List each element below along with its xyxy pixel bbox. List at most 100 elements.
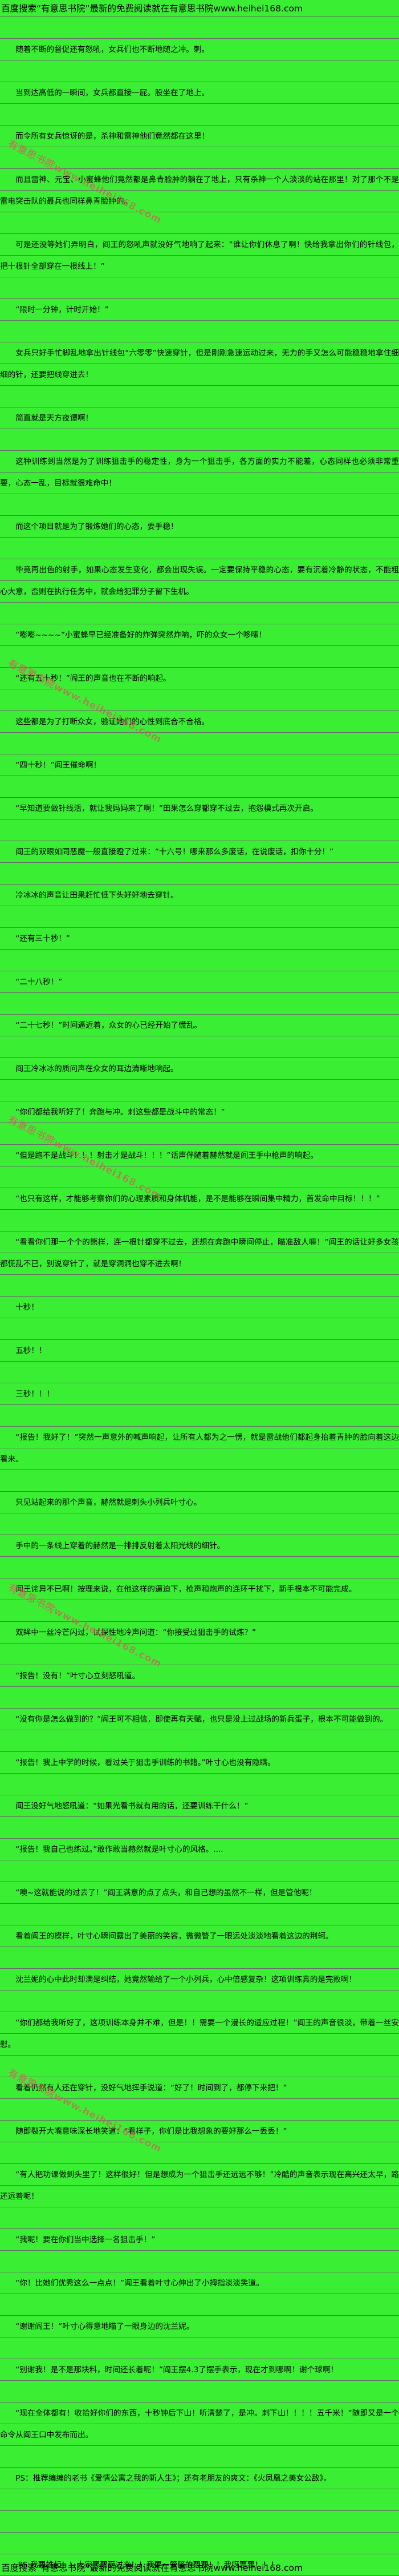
spacer-line xyxy=(0,2294,399,2316)
paragraph: 女兵只好手忙脚乱地拿出针线包“六零零”快速穿针，但是刚刚急速运动过来，无力的手又… xyxy=(0,342,399,386)
spacer-line xyxy=(0,2142,399,2164)
paragraph: 而且雷神、元宝、小蜜蜂他们竟然都是鼻青脸肿的躺在了地上，只有杀神一个人淡淡的站在… xyxy=(0,169,399,212)
paragraph: 阎王诧异不已啊！按理来说，在他这样的逼迫下，枪声和炮声的连环干扰下，新手根本不可… xyxy=(0,1578,399,1600)
spacer-line xyxy=(0,776,399,798)
spacer-line xyxy=(0,1275,399,1297)
paragraph: “我呢！要在你们当中选择一名狙击手！” xyxy=(0,2229,399,2251)
paragraph: 看着仍然有人还在穿针，没好气地挥手说道：“好了！时间到了，都停下来把！” xyxy=(0,2077,399,2099)
paragraph: “也只有这样，才能够考察你们的心理素质和身体机能，是不是能够在瞬间集中精力，首发… xyxy=(0,1188,399,1210)
paragraph: 手中的一条线上穿着的赫然是一排排反射着太阳光线的细针。 xyxy=(0,1535,399,1557)
spacer-line xyxy=(0,429,399,451)
trailing-rules xyxy=(0,2489,399,2554)
spacer-line xyxy=(0,147,399,169)
paragraph: “别谢我！是不是那块料，时间还长着呢！”阎王摆4.3了摆手表示，现在才到哪啊！谢… xyxy=(0,2359,399,2381)
paragraph: “二十八秒！” xyxy=(0,971,399,993)
paragraph: “限时一分钟，计时开始！” xyxy=(0,299,399,321)
paragraph: 只见站起来的那个声音，赫然就是刺头小列兵叶寸心。 xyxy=(0,1492,399,1513)
spacer-line xyxy=(0,386,399,407)
spacer-line xyxy=(0,1644,399,1665)
paragraph: “四十秒！”阎王催命啊！ xyxy=(0,754,399,776)
paragraph: “你们都给我听好了，这项训练本身并不难，但是！！需要一个漫长的适应过程！”阎王的… xyxy=(0,2012,399,2056)
spacer-line xyxy=(0,17,399,39)
paragraph: “你们都给我听好了！奔跑与冲。刺这些都是战斗中的常态！” xyxy=(0,1101,399,1123)
site-banner-bottom: 百度搜索“有意思书院”最新的免费阅读就在有意思书院www.heihei168.c… xyxy=(1,2563,303,2573)
paragraph: “报告！我自己也练过。”敢作敢当赫然就是叶寸心的风格。.... xyxy=(0,1839,399,1860)
paragraph: “但是跑不是战斗！！！射击才是战斗！！！”话声伴随着赫然就是阎王手中枪声的响起。 xyxy=(0,1145,399,1166)
paragraph: 简直就是天方夜谭啊！ xyxy=(0,407,399,429)
spacer-line xyxy=(0,1947,399,1969)
paragraph: “嘭嘭~~~~”小蜜蜂早已经准备好的炸弹突然炸响，吓的众女一个哆嗦！ xyxy=(0,624,399,646)
spacer-line xyxy=(0,1036,399,1058)
spacer-line xyxy=(0,863,399,885)
paragraph: 当到达高低的一瞬间，女兵都直接一屁。股坐在了地上。 xyxy=(0,82,399,104)
spacer-line xyxy=(0,2056,399,2077)
paragraph: 阎王没好气地怒吼道：“如果光看书就有用的话，还要训练干什么！” xyxy=(0,1795,399,1817)
site-banner-top: 百度搜索“有意思书院”最新的免费阅读就在有意思书院www.heihei168.c… xyxy=(1,3,303,14)
paragraph: 毕竟再出色的射手，如果心态发生变化，都会出现失误。一定要保持平稳的心态，要有沉着… xyxy=(0,559,399,603)
spacer-line xyxy=(0,1990,399,2012)
paragraph: “你！比她们优秀这么一点点！”阎王看着叶寸心伸出了小拇指淡淡笑道。 xyxy=(0,2272,399,2294)
spacer-line xyxy=(0,1860,399,1882)
spacer-line xyxy=(0,733,399,754)
paragraph: 随即裂开大嘴意味深长地笑道：“看样子，你们是比我想象的要好那么一丢丢！” xyxy=(0,2121,399,2142)
paragraph: 五秒！！ xyxy=(0,1340,399,1362)
spacer-line xyxy=(0,2337,399,2359)
paragraph: 这些都是为了打断众女，验证她们的心性到底合不合格。 xyxy=(0,711,399,733)
chapter-content: 随着不断的督促还有怒吼，女兵们也不断地随之冲。刺。 当到达高低的一瞬间，女兵都直… xyxy=(0,17,399,2576)
paragraph: “没有你是怎么做到的？”阎王可不相信，即使再有天赋，也只是没上过战场的新兵蛋子，… xyxy=(0,1709,399,1730)
spacer-line xyxy=(0,494,399,516)
spacer-line xyxy=(0,1904,399,1925)
paragraph: “报告！我上中学的时候，看过关于狙击手训练的书籍。”叶寸心也没有隐瞒。 xyxy=(0,1752,399,1774)
paragraph: 可是还没等她们弄明白，阎王的怒吼声就没好气地响了起来：“谁让你们休息了啊！快给我… xyxy=(0,234,399,277)
spacer-line xyxy=(0,1362,399,1383)
spacer-line xyxy=(0,689,399,711)
spacer-line xyxy=(0,950,399,971)
spacer-line xyxy=(0,1687,399,1709)
spacer-line xyxy=(0,1600,399,1622)
paragraph: 十秒！ xyxy=(0,1297,399,1318)
spacer-line xyxy=(0,1405,399,1427)
spacer-line xyxy=(0,1513,399,1535)
paragraph: “噢~这就能说的过去了！”阎王满意的点了点头，和自己想的虽然不一样，但是管他呢！ xyxy=(0,1882,399,1904)
spacer-line xyxy=(0,2381,399,2403)
paragraph: 三秒！！！ xyxy=(0,1383,399,1405)
spacer-line xyxy=(0,1210,399,1232)
paragraph: “二十七秒！”时间逼近着，众女的心已经开始了慌乱。 xyxy=(0,1015,399,1036)
paragraph: 看着阎王的模样，叶寸心瞬间露出了美丽的笑容，微微瞥了一眼远处淡淡地看着这边的荆轲… xyxy=(0,1925,399,1947)
paragraph: 阎王的双眼如同恶魔一般直接瞪了过来：“十六号！哪来那么多废话，在说废话，扣你十分… xyxy=(0,841,399,863)
spacer-line xyxy=(0,819,399,841)
paragraph: 沈兰妮的心中此时却满是纠结，她竟然输给了一个小列兵，心中倍感复杂！这项训练真的是… xyxy=(0,1969,399,1990)
paragraph: “报告！没有！”叶寸心立刻怒吼道。 xyxy=(0,1665,399,1687)
spacer-line xyxy=(0,1080,399,1101)
paragraph: 双眸中一丝冷芒闪过，试探性地冷声问道：“你接受过狙击手的试炼？” xyxy=(0,1622,399,1644)
spacer-line xyxy=(0,1774,399,1795)
paragraph: 而令所有女兵惊讶的是，杀神和雷神他们竟然都在这里！ xyxy=(0,126,399,147)
spacer-line xyxy=(0,2251,399,2272)
paragraph: “谢谢阎王！”叶寸心得意地瞄了一眼身边的沈兰妮。 xyxy=(0,2316,399,2337)
paragraph: 随着不断的督促还有怒吼，女兵们也不断地随之冲。刺。 xyxy=(0,39,399,60)
spacer-line xyxy=(0,993,399,1015)
spacer-line xyxy=(0,277,399,299)
paragraph: 冷冰冰的声音让田果赶忙低下头好好地去穿针。 xyxy=(0,885,399,906)
paragraph: 而这个项目就是为了锻炼她们的心态，要手稳！ xyxy=(0,516,399,538)
spacer-line xyxy=(0,538,399,559)
paragraph: “现在全体都有！收拾好你们的东西，十秒钟后下山！听清楚了，是冲。刺下山！！！！五… xyxy=(0,2403,399,2446)
spacer-line xyxy=(0,2446,399,2468)
paragraph: “看看你们那一个个的熊样，连一根针都穿不过去，还想在奔跑中瞬间停止，瞄准敌人嘛！… xyxy=(0,1232,399,1275)
spacer-line xyxy=(0,1817,399,1839)
paragraph-ps-recommend: PS：推荐编编的老书《爱情公寓之我的新人生》；还有老朋友的爽文：《火凤凰之美女公… xyxy=(0,2468,399,2489)
spacer-line xyxy=(0,1470,399,1492)
paragraph: “报告！我好了！”突然一声意外的喊声响起，让所有人都为之一愣，就是雷战他们都起身… xyxy=(0,1427,399,1470)
spacer-line xyxy=(0,2099,399,2121)
paragraph: “有人把功课做到头里了！这样很好！但是想成为一个狙击手还远远不够！”冷酷的声音表… xyxy=(0,2164,399,2207)
spacer-line xyxy=(0,2207,399,2229)
spacer-line xyxy=(0,1123,399,1145)
spacer-line xyxy=(0,321,399,342)
paragraph: “还有五十秒！”阎王的声音也在不断的响起。 xyxy=(0,668,399,689)
spacer-line xyxy=(0,603,399,624)
paragraph: 阎王冷冰冰的质问声在众女的耳边清晰地响起。 xyxy=(0,1058,399,1080)
spacer-line xyxy=(0,60,399,82)
paragraph: 这种训练到当然是为了训练狙击手的稳定性，身为一个狙击手，各方面的实力不能差，心态… xyxy=(0,451,399,494)
paragraph: “早知道要做针线活，就让我妈妈来了啊！”田果怎么穿都穿不过去，抱怨模式再次开启。 xyxy=(0,798,399,819)
